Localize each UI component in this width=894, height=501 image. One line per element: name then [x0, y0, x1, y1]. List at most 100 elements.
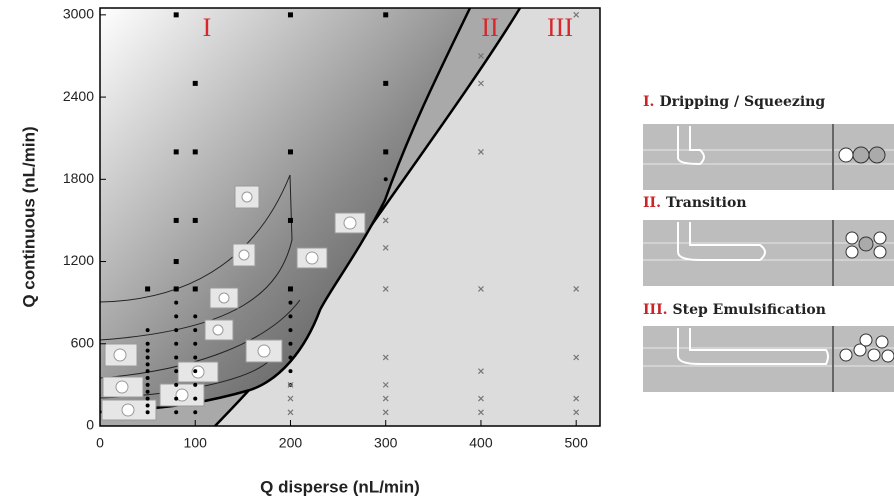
region-label: III — [547, 13, 573, 42]
point — [193, 328, 198, 333]
region-label: I — [203, 13, 212, 42]
point — [287, 286, 293, 292]
point — [192, 217, 198, 223]
y-tick-label: 1800 — [63, 170, 94, 186]
point — [478, 368, 484, 375]
panel-numeral: I. — [643, 94, 654, 110]
point — [173, 12, 179, 18]
panel-numeral: III. — [643, 302, 668, 318]
point — [145, 341, 150, 346]
point — [173, 259, 179, 265]
point — [287, 381, 294, 388]
point — [288, 328, 293, 333]
point — [192, 286, 198, 292]
point — [174, 410, 179, 415]
point — [145, 362, 150, 367]
point — [193, 369, 198, 374]
y-tick-label: 0 — [86, 417, 94, 433]
point — [193, 355, 198, 360]
panel-image — [643, 326, 894, 392]
point — [288, 300, 293, 305]
point — [145, 396, 150, 401]
point — [288, 369, 293, 374]
x-tick-label: 400 — [469, 435, 493, 451]
point — [193, 341, 198, 346]
panel-title: I. Dripping / Squeezing — [643, 94, 825, 110]
point — [383, 149, 389, 155]
x-tick-label: 100 — [184, 435, 208, 451]
point — [145, 348, 150, 353]
point — [573, 395, 580, 402]
y-tick-label: 2400 — [63, 88, 94, 104]
panel-numeral: II. — [643, 195, 661, 211]
point — [382, 409, 389, 416]
point — [192, 80, 198, 86]
point — [145, 403, 150, 408]
point — [193, 382, 198, 387]
point — [145, 376, 150, 381]
point — [145, 328, 150, 333]
plot-frame — [99, 7, 601, 427]
point — [174, 355, 179, 360]
point — [573, 354, 580, 361]
point — [478, 53, 484, 59]
point — [382, 244, 389, 251]
point — [383, 80, 389, 86]
point — [288, 341, 293, 346]
x-axis-label: Q disperse (nL/min) — [260, 477, 420, 496]
y-tick-label: 600 — [71, 334, 95, 350]
point — [193, 314, 198, 319]
point — [573, 286, 580, 292]
panel-text: Transition — [666, 195, 747, 211]
y-tick-label: 3000 — [63, 6, 94, 22]
point — [287, 149, 293, 155]
point — [174, 382, 179, 387]
panel-title: II. Transition — [643, 195, 747, 211]
point — [383, 12, 389, 18]
point — [145, 389, 150, 394]
panel-text: Dripping / Squeezing — [659, 94, 825, 110]
point — [145, 410, 150, 415]
point — [478, 80, 484, 87]
point — [478, 286, 484, 292]
point — [288, 355, 293, 360]
point — [192, 149, 198, 155]
point — [287, 409, 294, 416]
point — [193, 410, 198, 415]
x-tick-label: 300 — [374, 435, 398, 451]
boundary-i-ii — [99, 7, 472, 414]
point — [174, 341, 179, 346]
point — [382, 395, 389, 402]
point — [174, 314, 179, 319]
point — [193, 396, 198, 401]
point — [287, 395, 294, 402]
point — [478, 409, 484, 416]
point — [573, 409, 580, 416]
point — [173, 286, 179, 292]
x-tick-label: 500 — [565, 435, 589, 451]
point — [382, 286, 389, 292]
point — [174, 300, 179, 305]
panel-text: Step Emulsification — [673, 302, 826, 318]
point — [288, 314, 293, 319]
point — [382, 381, 389, 388]
point — [287, 12, 293, 18]
point — [573, 11, 580, 18]
y-tick-label: 1200 — [63, 252, 94, 268]
panel-title: III. Step Emulsification — [643, 302, 826, 318]
x-tick-label: 0 — [96, 435, 104, 451]
point — [145, 382, 150, 387]
panels — [643, 124, 894, 392]
point — [174, 328, 179, 333]
point — [287, 217, 293, 223]
point — [145, 369, 150, 374]
point — [173, 149, 179, 155]
point — [383, 177, 388, 182]
point — [382, 354, 389, 361]
droplet-insets — [101, 185, 366, 421]
point — [145, 286, 151, 292]
point — [174, 396, 179, 401]
region-i — [100, 8, 470, 412]
